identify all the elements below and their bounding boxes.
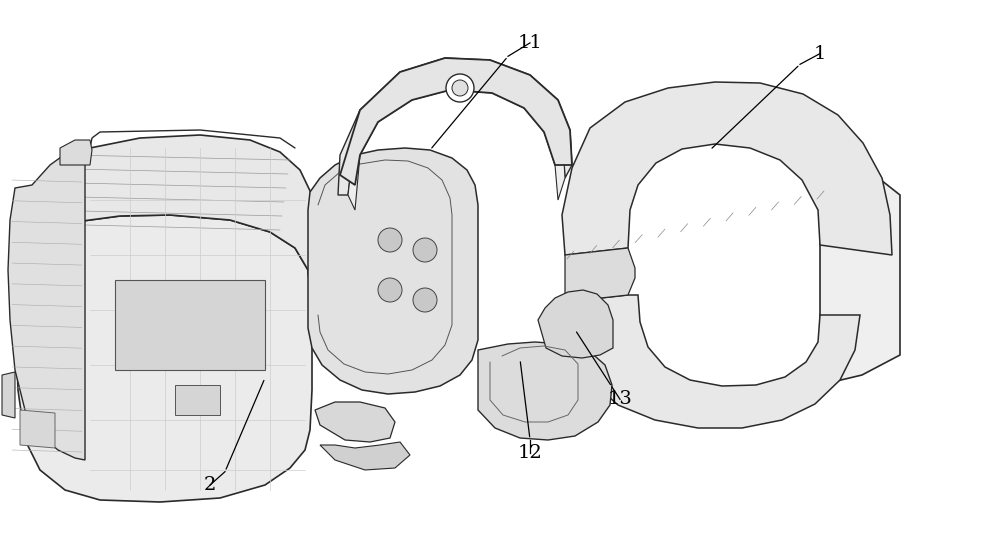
Circle shape [378,228,402,252]
Polygon shape [115,280,265,370]
Polygon shape [15,135,314,310]
Polygon shape [308,148,478,394]
Polygon shape [565,295,860,428]
Polygon shape [320,442,410,470]
Text: 11: 11 [518,34,542,52]
Circle shape [413,288,437,312]
Polygon shape [562,82,892,255]
Polygon shape [338,58,572,195]
Circle shape [446,74,474,102]
Polygon shape [8,145,85,460]
Text: 2: 2 [204,476,216,494]
Polygon shape [175,385,220,415]
Polygon shape [15,215,312,502]
Circle shape [378,278,402,302]
Polygon shape [60,140,92,165]
Polygon shape [538,290,613,358]
Polygon shape [348,68,565,210]
Text: 12: 12 [518,444,542,462]
Polygon shape [820,160,900,385]
Circle shape [413,238,437,262]
Text: 13: 13 [608,390,632,408]
Polygon shape [478,342,612,440]
Text: 1: 1 [814,44,826,63]
Polygon shape [20,410,55,448]
Circle shape [452,80,468,96]
Polygon shape [565,248,635,302]
Polygon shape [2,372,15,418]
Polygon shape [315,402,395,442]
Polygon shape [340,58,572,185]
